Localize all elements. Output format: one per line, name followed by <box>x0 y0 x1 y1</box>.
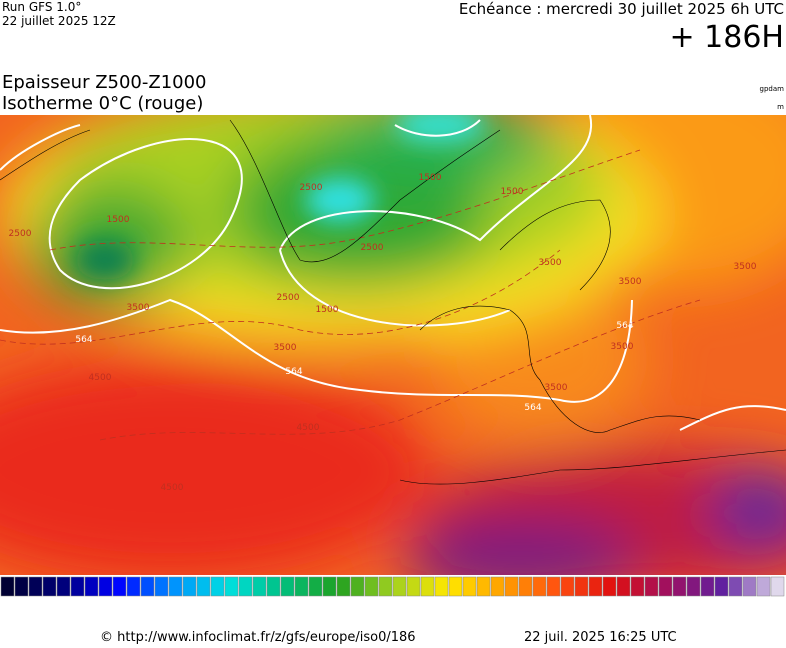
colorbar-cell <box>686 576 701 597</box>
colorbar: 5005085165245325405485565645725805885966… <box>0 576 785 597</box>
colorbar-cell <box>448 576 463 597</box>
contour-labels: 564 564 564 564 1500 1500 1500 2500 2500 2500 3500… <box>9 173 757 493</box>
colorbar-cell <box>476 576 491 597</box>
contour-label: 4500 <box>161 483 184 493</box>
colorbar-cell <box>182 576 197 597</box>
colorbar-cell <box>742 576 757 597</box>
contour-label: 4500 <box>89 373 112 383</box>
colorbar-cell <box>560 576 575 597</box>
colorbar-cell <box>210 576 225 597</box>
colorbar-cell <box>294 576 309 597</box>
colorbar-cell <box>392 576 407 597</box>
colorbar-cell <box>616 576 631 597</box>
colorbar-cell <box>364 576 379 597</box>
colorbar-cell <box>252 576 267 597</box>
colorbar-cell <box>196 576 211 597</box>
contour-label: 4500 <box>297 423 320 433</box>
contour-label: 3500 <box>734 262 757 272</box>
contour-label: 564 <box>524 403 541 413</box>
contour-label: 1500 <box>501 187 524 197</box>
contour-label: 564 <box>616 321 633 331</box>
colorbar-cell <box>714 576 729 597</box>
footer-date: 22 juil. 2025 16:25 UTC <box>524 630 677 645</box>
contour-label: 3500 <box>127 303 150 313</box>
colorbar-cell <box>126 576 141 597</box>
isotherm-contours <box>0 149 701 441</box>
contour-label: 2500 <box>300 183 323 193</box>
colorbar-cell <box>42 576 57 597</box>
colorbar-cell <box>224 576 239 597</box>
field <box>0 115 786 575</box>
contour-label: 1500 <box>316 305 339 315</box>
title-line2: Isotherme 0°C (rouge) <box>2 93 204 114</box>
contour-label: 3500 <box>539 258 562 268</box>
colorbar-cell <box>770 576 785 597</box>
footer-url: © http://www.infoclimat.fr/z/gfs/europe/… <box>100 630 416 645</box>
colorbar-cell <box>14 576 29 597</box>
colorbar-cell <box>140 576 155 597</box>
colorbar-cell <box>308 576 323 597</box>
colorbar-cell <box>504 576 519 597</box>
colorbar-cell <box>700 576 715 597</box>
colorbar-cell <box>532 576 547 597</box>
colorbar-cell <box>0 576 15 597</box>
contour-label: 2500 <box>9 229 32 239</box>
colorbar-cell <box>672 576 687 597</box>
contour-label: 2500 <box>277 293 300 303</box>
colorbar-cell <box>84 576 99 597</box>
contour-label: 3500 <box>274 343 297 353</box>
colorbar-cell <box>546 576 561 597</box>
colorbar-cell <box>168 576 183 597</box>
title-line1: Epaisseur Z500-Z1000 <box>2 72 207 93</box>
colorbar-cell <box>336 576 351 597</box>
contour-label: 564 <box>75 335 92 345</box>
unit-gpdam: gpdam <box>759 85 784 93</box>
colorbar-cell <box>350 576 365 597</box>
colorbar-cell <box>630 576 645 597</box>
colorbar-cell <box>266 576 281 597</box>
lead-time: + 186H <box>669 20 785 55</box>
run-date: 22 juillet 2025 12Z <box>2 14 116 28</box>
contour-label: 1500 <box>107 215 130 225</box>
colorbar-cell <box>238 576 253 597</box>
colorbar-cell <box>98 576 113 597</box>
unit-m: m <box>777 103 784 111</box>
coastlines <box>0 119 786 485</box>
run: Run GFS 1.0° <box>2 0 82 14</box>
contour-label: 564 <box>285 367 302 377</box>
colorbar-cell <box>112 576 127 597</box>
colorbar-cell <box>728 576 743 597</box>
contour-label: 3500 <box>545 383 568 393</box>
colorbar-cell <box>280 576 295 597</box>
colorbar-cell <box>644 576 659 597</box>
colorbar-cell <box>462 576 477 597</box>
colorbar-cell <box>378 576 393 597</box>
colorbar-cell <box>602 576 617 597</box>
colorbar-cell <box>28 576 43 597</box>
thickness-contours <box>0 115 786 431</box>
colorbar-cell <box>490 576 505 597</box>
colorbar-cell <box>154 576 169 597</box>
contour-label: 3500 <box>611 342 634 352</box>
colorbar-cell <box>658 576 673 597</box>
map: 564 564 564 564 1500 1500 1500 2500 2500 2500 3500… <box>0 115 786 597</box>
contour-label: 2500 <box>361 243 384 253</box>
colorbar-cell <box>406 576 421 597</box>
colorbar-cell <box>574 576 589 597</box>
colorbar-cell <box>518 576 533 597</box>
contour-label: 3500 <box>619 277 642 287</box>
colorbar-cell <box>322 576 337 597</box>
colorbar-cell <box>756 576 771 597</box>
colorbar-cell <box>588 576 603 597</box>
colorbar-cell <box>434 576 449 597</box>
colorbar-cell <box>70 576 85 597</box>
echeance: Echéance : mercredi 30 juillet 2025 6h U… <box>458 0 784 18</box>
colorbar-cell <box>56 576 71 597</box>
colorbar-cell <box>420 576 435 597</box>
contour-label: 1500 <box>419 173 442 183</box>
